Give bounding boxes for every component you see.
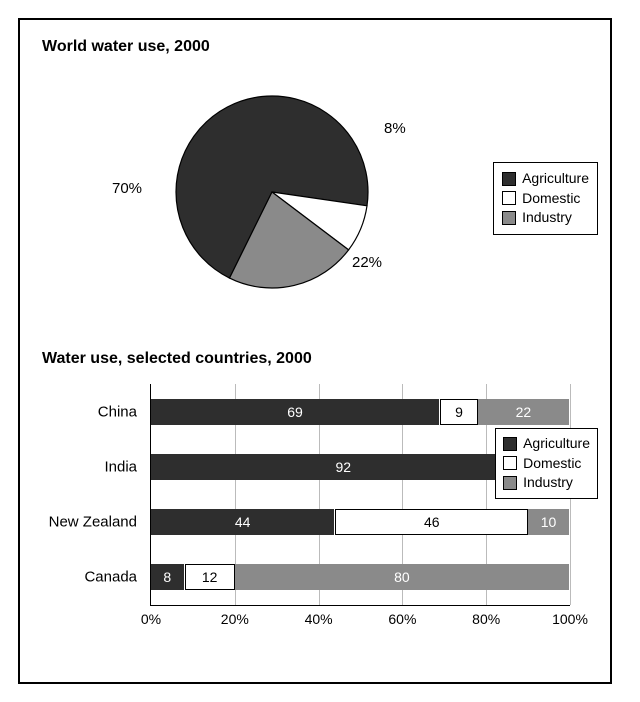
legend-item: Domestic: [502, 189, 589, 209]
pie-chart: [172, 92, 372, 292]
bar-segment: 92: [151, 454, 536, 480]
x-tick-label: 100%: [552, 611, 588, 627]
bar-segment: 69: [151, 399, 440, 425]
x-tick-label: 40%: [305, 611, 333, 627]
chart-frame: World water use, 2000 70% 8% 22% Agricul…: [0, 0, 640, 702]
pie-slice-label-industry: 22%: [352, 254, 382, 271]
pie-legend: Agriculture Domestic Industry: [493, 162, 598, 235]
legend-label: Industry: [522, 208, 572, 228]
category-label: Canada: [43, 569, 143, 586]
bar-segment: 9: [440, 399, 478, 425]
legend-label: Agriculture: [522, 169, 589, 189]
legend-label: Domestic: [523, 454, 581, 474]
category-label: China: [43, 403, 143, 420]
bar-segment: 80: [235, 564, 570, 590]
legend-label: Industry: [523, 473, 573, 493]
legend-label: Agriculture: [523, 434, 590, 454]
bar-segment: 22: [478, 399, 570, 425]
pie-slice-label-domestic: 8%: [384, 120, 406, 137]
bar-row: 69922: [151, 399, 570, 425]
legend-item: Industry: [503, 473, 590, 493]
category-label: New Zealand: [43, 514, 143, 531]
bar-segment: 10: [528, 509, 570, 535]
bar-title: Water use, selected countries, 2000: [42, 350, 588, 368]
swatch-icon: [503, 437, 517, 451]
legend-label: Domestic: [522, 189, 580, 209]
bar-segment: 44: [151, 509, 335, 535]
swatch-icon: [503, 456, 517, 470]
bar-chart: 0%20%40%60%80%100%China69922India9253New…: [42, 380, 588, 640]
legend-item: Domestic: [503, 454, 590, 474]
pie-slice-label-agriculture: 70%: [112, 180, 142, 197]
bar-row: 81280: [151, 564, 570, 590]
x-tick-label: 60%: [388, 611, 416, 627]
pie-title: World water use, 2000: [42, 38, 588, 56]
x-tick-label: 80%: [472, 611, 500, 627]
bar-section: Water use, selected countries, 2000 0% 20…: [42, 350, 588, 640]
pie-svg: [172, 92, 372, 292]
bar-legend: Agriculture Domestic Industry: [495, 428, 598, 499]
swatch-icon: [502, 191, 516, 205]
x-tick-label: 0%: [141, 611, 161, 627]
swatch-icon: [502, 172, 516, 186]
legend-item: Agriculture: [503, 434, 590, 454]
bar-segment: 46: [335, 509, 528, 535]
chart-inner: World water use, 2000 70% 8% 22% Agricul…: [18, 18, 612, 684]
bar-segment: 12: [185, 564, 235, 590]
x-tick-label: 20%: [221, 611, 249, 627]
legend-item: Agriculture: [502, 169, 589, 189]
swatch-icon: [503, 476, 517, 490]
pie-section: 70% 8% 22% Agriculture Domestic Industry: [42, 64, 588, 334]
bar-segment: 8: [151, 564, 185, 590]
swatch-icon: [502, 211, 516, 225]
bar-row: 444610: [151, 509, 570, 535]
category-label: India: [43, 458, 143, 475]
legend-item: Industry: [502, 208, 589, 228]
